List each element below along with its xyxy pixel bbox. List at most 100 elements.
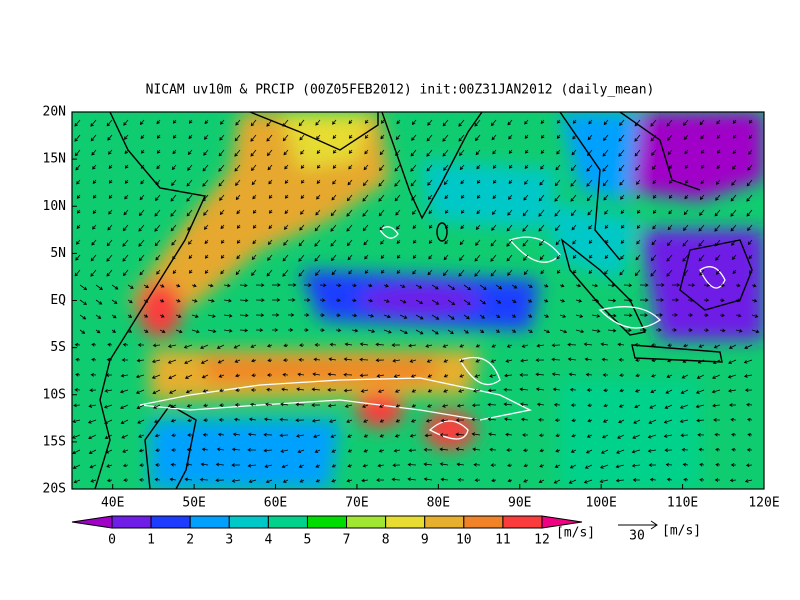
wind-arrow [316,134,321,140]
wind-arrow [667,343,673,348]
wind-arrow [619,179,625,186]
wind-arrow [330,209,337,217]
wind-arrow [699,119,705,126]
wind-arrow [106,254,113,262]
wind-arrow [522,448,529,453]
wind-arrow [407,477,417,482]
wind-arrow [207,329,217,334]
wind-arrow [411,194,417,201]
wind-arrow [447,299,456,305]
wind-arrow [92,164,97,170]
wind-arrow [655,313,663,317]
wind-arrow [490,254,497,262]
wind-arrow [159,284,165,288]
wind-arrow [556,149,561,155]
colorbar-swatch [228,515,269,529]
wind-arrow [108,209,113,215]
wind-arrow [554,464,561,468]
wind-arrow [699,194,705,200]
wind-arrow [479,314,485,319]
wind-arrow [668,179,673,184]
wind-arrow [346,224,353,232]
latitude-label: 20S [43,482,66,497]
wind-arrow [459,344,465,348]
wind-arrow [247,463,257,468]
wind-arrow [135,374,145,379]
wind-arrow [74,342,81,347]
wind-arrow [620,209,625,214]
wind-arrow [671,298,680,302]
wind-arrow [297,449,305,454]
wind-arrow [399,329,408,335]
wind-arrow [604,239,609,244]
wind-arrow [234,359,241,363]
wind-arrow [554,179,561,187]
wind-arrow [639,298,649,302]
wind-arrow [570,164,577,172]
wind-arrow [90,269,97,277]
wind-arrow [186,194,193,202]
wind-arrow [745,463,753,468]
wind-arrow [271,313,280,317]
wind-arrow [536,343,545,348]
wind-arrow [535,358,545,362]
wind-arrow [409,359,417,363]
wind-arrow [284,209,289,215]
wind-arrow [716,149,721,154]
wind-arrow [442,119,449,127]
wind-arrow [299,479,305,483]
wind-arrow [427,269,433,276]
wind-arrow [76,194,81,199]
wind-arrow [348,119,353,125]
wind-arrow [687,283,696,288]
wind-arrow [682,254,689,262]
wind-arrow [426,359,433,363]
wind-arrow [476,209,481,215]
wind-arrow [587,403,593,408]
wind-arrow [218,417,225,422]
wind-arrow [247,448,257,452]
wind-arrow [473,462,481,467]
wind-arrow [607,313,617,318]
wind-arrow [572,134,577,140]
wind-arrow [508,194,513,200]
wind-arrow [394,434,401,438]
wind-arrow [364,254,369,260]
wind-arrow [399,299,407,304]
wind-arrow [607,283,616,288]
wind-arrow [459,149,465,156]
wind-arrow [362,194,369,202]
wind-arrow [72,464,81,469]
wind-arrow [127,284,134,289]
wind-arrow [200,359,209,364]
wind-arrow [303,283,312,287]
wind-arrow [695,389,705,394]
wind-arrow [283,224,289,230]
wind-arrow [279,417,289,422]
wind-arrow [508,164,513,169]
wind-arrow [235,119,241,126]
wind-arrow [187,224,193,231]
wind-arrow [442,404,449,408]
wind-arrow [603,119,609,126]
wind-arrow [92,179,97,184]
wind-arrow [172,149,177,155]
wind-arrow [471,432,481,437]
wind-arrow [319,328,325,332]
wind-arrow [351,298,357,303]
wind-arrow [295,402,305,407]
latitude-label: 5N [50,246,66,261]
wind-arrow [729,478,737,483]
wind-arrow [650,119,657,127]
wind-arrow [343,357,353,362]
wind-arrow [504,417,513,422]
wind-arrow [476,194,481,199]
wind-arrow [191,314,199,318]
wind-arrow [171,179,177,186]
wind-arrow [604,269,609,275]
latitude-label: 10S [43,387,66,402]
wind-arrow [519,402,529,407]
wind-arrow [730,224,737,232]
wind-arrow [487,417,497,422]
wind-arrow [202,432,209,437]
